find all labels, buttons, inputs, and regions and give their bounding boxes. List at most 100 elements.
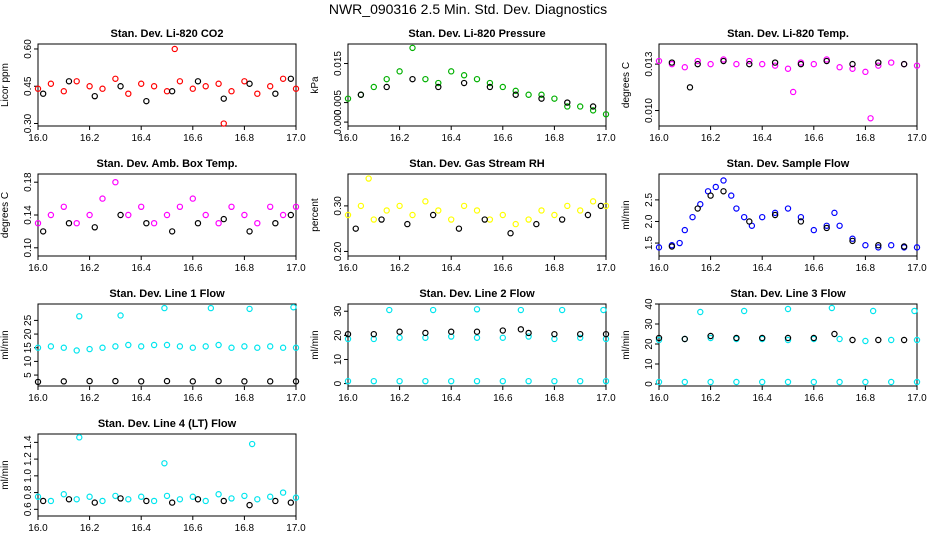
data-point — [707, 334, 714, 342]
data-point — [117, 312, 124, 319]
data-point — [473, 377, 481, 385]
data-point — [163, 492, 171, 500]
y-tick-label: 0.30 — [333, 196, 344, 216]
data-point — [499, 377, 506, 385]
data-point — [246, 305, 253, 313]
panel-title: Stan. Dev. Line 1 Flow — [109, 288, 225, 300]
data-point — [137, 493, 145, 500]
reference-point — [797, 218, 805, 225]
data-point — [525, 377, 532, 385]
x-tick-label: 16.4 — [131, 133, 151, 144]
reference-point — [733, 334, 740, 342]
data-point — [836, 378, 843, 386]
panel-title: Stan. Dev. Amb. Box Temp. — [97, 158, 238, 170]
reference-point — [797, 60, 805, 68]
y-tick-label: 20 — [23, 328, 34, 340]
x-tick-label: 16.0 — [649, 133, 669, 144]
x-tick-label: 17.0 — [596, 393, 616, 404]
data-point — [161, 304, 168, 312]
data-point — [161, 460, 168, 467]
data-point — [99, 497, 106, 505]
data-point — [112, 343, 119, 350]
data-point — [86, 345, 93, 353]
data-point — [228, 495, 235, 502]
reference-point — [189, 378, 196, 385]
data-point — [810, 378, 818, 386]
x-tick-label: 16.0 — [338, 133, 358, 144]
reference-point — [91, 224, 98, 231]
data-point — [254, 496, 261, 503]
reference-point — [287, 499, 295, 506]
x-tick-label: 16.0 — [649, 393, 669, 404]
reference-point — [875, 242, 882, 249]
reference-point — [900, 60, 908, 68]
data-point — [759, 213, 766, 221]
y-tick-label: 2.0 — [644, 214, 655, 228]
x-tick-label: 16.0 — [28, 523, 48, 534]
data-point — [681, 64, 689, 71]
chart-panel-5: Stan. Dev. Gas Stream RH percent 16.0 16.2 1… — [310, 158, 616, 274]
reference-point — [577, 330, 584, 338]
y-tick-label: 0 — [333, 380, 344, 386]
reference-point — [194, 496, 202, 503]
reference-point — [287, 211, 295, 219]
data-point — [771, 209, 779, 217]
data-point — [215, 491, 222, 498]
reference-point — [246, 501, 253, 509]
chart-panel-7: Stan. Dev. Line 1 Flow ml/min 16.0 16.2 16.4… — [0, 288, 306, 404]
data-point — [150, 83, 158, 90]
data-point — [589, 107, 597, 114]
data-point — [473, 207, 481, 214]
data-point — [99, 344, 106, 351]
chart-panel-2: Stan. Dev. Li-820 Pressure kPa 16.0 16.2 16.… — [310, 28, 616, 144]
reference-point — [771, 59, 779, 66]
x-tick-label: 16.6 — [183, 523, 203, 534]
data-point — [828, 304, 836, 312]
reference-point — [746, 218, 753, 225]
data-point — [163, 88, 171, 95]
x-tick-label: 16.8 — [545, 393, 565, 404]
reference-point — [246, 228, 253, 235]
data-point — [99, 85, 106, 92]
y-tick-label: 0 — [644, 381, 655, 387]
x-tick-label: 16.4 — [441, 393, 461, 404]
data-point — [189, 85, 196, 92]
data-point — [538, 91, 545, 98]
data-point — [34, 219, 42, 227]
data-point — [869, 307, 877, 315]
x-tick-label: 16.8 — [545, 263, 565, 274]
data-point — [422, 198, 429, 205]
chart-panel-8: Stan. Dev. Line 2 Flow ml/min 16.0 16.2 16.4… — [310, 288, 616, 404]
data-point — [241, 78, 248, 85]
reference-point — [220, 497, 227, 505]
data-point — [150, 497, 158, 505]
data-point — [279, 489, 287, 496]
y-tick-label: 1.4 — [23, 435, 34, 449]
x-tick-label: 16.4 — [752, 133, 772, 144]
x-tick-label: 16.6 — [493, 133, 513, 144]
reference-point — [168, 228, 176, 235]
reference-point — [39, 228, 47, 235]
reference-point — [784, 334, 792, 342]
data-point — [577, 334, 584, 341]
reference-point — [655, 334, 663, 342]
x-tick-label: 17.0 — [286, 133, 306, 144]
data-point — [34, 85, 42, 92]
plot-frame — [37, 433, 297, 517]
data-point — [189, 493, 196, 500]
data-point — [112, 178, 119, 186]
reference-point — [220, 215, 227, 223]
data-point — [292, 85, 300, 92]
data-point — [176, 78, 184, 85]
data-point — [267, 343, 274, 350]
data-point — [836, 335, 843, 343]
x-tick-label: 16.2 — [80, 133, 100, 144]
data-point — [551, 377, 558, 385]
data-point — [422, 377, 429, 385]
reference-point — [168, 88, 176, 95]
x-tick-label: 16.0 — [649, 263, 669, 274]
reference-point — [448, 328, 455, 335]
y-tick-label: 10 — [644, 358, 655, 370]
reference-point — [875, 59, 882, 66]
data-point — [913, 336, 921, 344]
